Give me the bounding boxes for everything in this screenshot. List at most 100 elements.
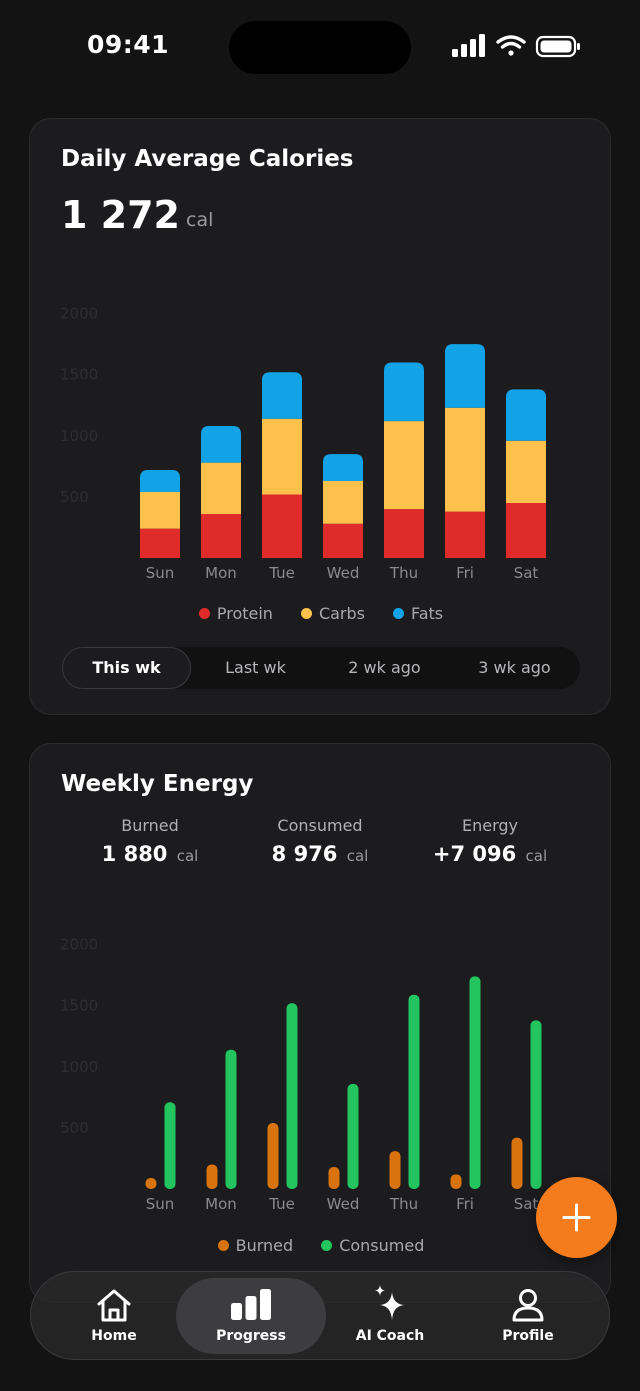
bar-segment-carbs: [323, 481, 363, 524]
tab-label: AI Coach: [355, 1328, 425, 1344]
bar-consumed: [408, 994, 420, 1189]
sparkle-icon: [375, 1285, 404, 1320]
protein-dot: [198, 608, 210, 619]
cellular-signal-icon: [452, 34, 485, 57]
stat-value: 1 880 cal: [65, 842, 235, 866]
x-tick-label: Sat: [514, 564, 539, 582]
bar-consumed: [286, 1003, 298, 1189]
bar-segment-fats: [140, 470, 180, 493]
bar-segment-protein: [201, 514, 241, 558]
bar-segment-carbs: [201, 462, 241, 515]
x-tick-label: Fri: [456, 1195, 474, 1213]
add-button[interactable]: [536, 1177, 617, 1258]
bar-burned: [328, 1167, 340, 1189]
stat-number: 1 880: [101, 842, 168, 866]
fats-dot: [392, 608, 404, 619]
bar-consumed: [164, 1102, 176, 1189]
x-tick-label: Sat: [514, 1195, 539, 1213]
energy-legend: Burned Consumed: [30, 1236, 610, 1255]
daily-calories-card: Daily Average Calories 1 272 cal 500 1000…: [29, 118, 611, 715]
status-bar: 09:41: [0, 0, 640, 96]
bar-segment-protein: [262, 494, 302, 558]
stat-label: Energy: [461, 816, 518, 835]
stat-unit: cal: [525, 847, 548, 865]
tab-ai-coach[interactable]: AI Coach: [315, 1278, 465, 1354]
x-tick-label: Wed: [327, 564, 360, 582]
bar-segment-fats: [262, 372, 302, 419]
average-calories-value: 1 272: [61, 193, 180, 237]
bar-burned: [389, 1151, 401, 1189]
bar-chart-icon: [231, 1289, 271, 1320]
legend-item-protein: Protein: [198, 604, 273, 623]
bar-segment-protein: [506, 503, 546, 558]
bar-segment-carbs: [262, 418, 302, 495]
bar-consumed: [225, 1049, 237, 1189]
legend-label: Consumed: [339, 1236, 425, 1255]
bar-consumed: [530, 1020, 542, 1189]
x-tick-label: Wed: [327, 1195, 360, 1213]
stat-label: Burned: [121, 816, 179, 835]
weekly-energy-bar-chart: 500 1000 1500 2000 Sun Mon Tue Wed Thu Fri Sat: [60, 936, 542, 1213]
tab-progress[interactable]: Progress: [176, 1278, 326, 1354]
y-tick-label: 2000: [60, 936, 98, 954]
y-tick-label: 2000: [60, 305, 98, 323]
user-icon: [512, 1289, 544, 1322]
x-tick-label: Tue: [268, 564, 295, 582]
bar-segment-fats: [506, 389, 546, 441]
tab-3-weeks-ago[interactable]: 3 wk ago: [478, 658, 551, 677]
legend-item-burned: Burned: [217, 1236, 293, 1255]
bar-burned: [450, 1174, 462, 1189]
stat-label: Consumed: [277, 816, 363, 835]
wifi-icon: [496, 35, 526, 56]
dynamic-island: [229, 21, 411, 74]
calories-legend: Protein Carbs Fats: [30, 604, 612, 623]
bar-segment-fats: [201, 426, 241, 463]
bar-segment-fats: [445, 344, 485, 408]
status-icons: [452, 34, 580, 58]
carbs-dot: [300, 608, 312, 619]
bar-segment-protein: [384, 509, 424, 558]
stat-consumed: Consumed 8 976 cal: [235, 816, 405, 866]
legend-label: Carbs: [318, 604, 365, 623]
legend-label: Protein: [216, 604, 273, 623]
plus-icon: [562, 1203, 591, 1232]
x-tick-label: Thu: [389, 564, 418, 582]
tab-last-week[interactable]: Last wk: [225, 658, 286, 677]
x-tick-label: Tue: [268, 1195, 295, 1213]
tab-label: Home: [91, 1328, 137, 1344]
bar-segment-protein: [323, 523, 363, 558]
y-tick-label: 500: [60, 1119, 89, 1137]
week-selector: This wk Last wk 2 wk ago 3 wk ago: [62, 647, 580, 689]
card-title: Weekly Energy: [61, 771, 254, 797]
tab-home[interactable]: Home: [39, 1278, 189, 1354]
bar-segment-fats: [323, 454, 363, 482]
tab-2-weeks-ago[interactable]: 2 wk ago: [348, 658, 421, 677]
legend-item-fats: Fats: [392, 604, 444, 623]
bar-segment-fats: [384, 362, 424, 422]
x-tick-label: Mon: [205, 564, 237, 582]
stat-unit: cal: [176, 847, 199, 865]
stat-value: +7 096 cal: [405, 842, 575, 866]
bar-segment-protein: [140, 528, 180, 558]
bar-segment-carbs: [140, 492, 180, 529]
home-icon: [97, 1289, 131, 1322]
legend-label: Fats: [410, 604, 444, 623]
tab-this-week[interactable]: This wk: [62, 647, 191, 689]
stat-unit: cal: [346, 847, 369, 865]
bar-consumed: [347, 1083, 359, 1189]
calories-stacked-bar-chart: 500 1000 1500 2000 Sun Mon Tue Wed Thu Fri Sat: [60, 305, 546, 582]
battery-icon: [535, 35, 580, 58]
x-tick-label: Mon: [205, 1195, 237, 1213]
legend-item-consumed: Consumed: [321, 1236, 424, 1255]
tab-label: Profile: [502, 1328, 554, 1344]
tab-label: Progress: [216, 1328, 286, 1344]
legend-item-carbs: Carbs: [300, 604, 365, 623]
x-tick-label: Sun: [146, 1195, 175, 1213]
bar-burned: [267, 1123, 279, 1189]
bar-segment-carbs: [445, 407, 485, 512]
bar-burned: [511, 1137, 523, 1189]
bar-consumed: [469, 976, 481, 1189]
average-calories-unit: cal: [186, 209, 214, 231]
tab-profile[interactable]: Profile: [453, 1278, 603, 1354]
burned-dot: [217, 1240, 229, 1251]
